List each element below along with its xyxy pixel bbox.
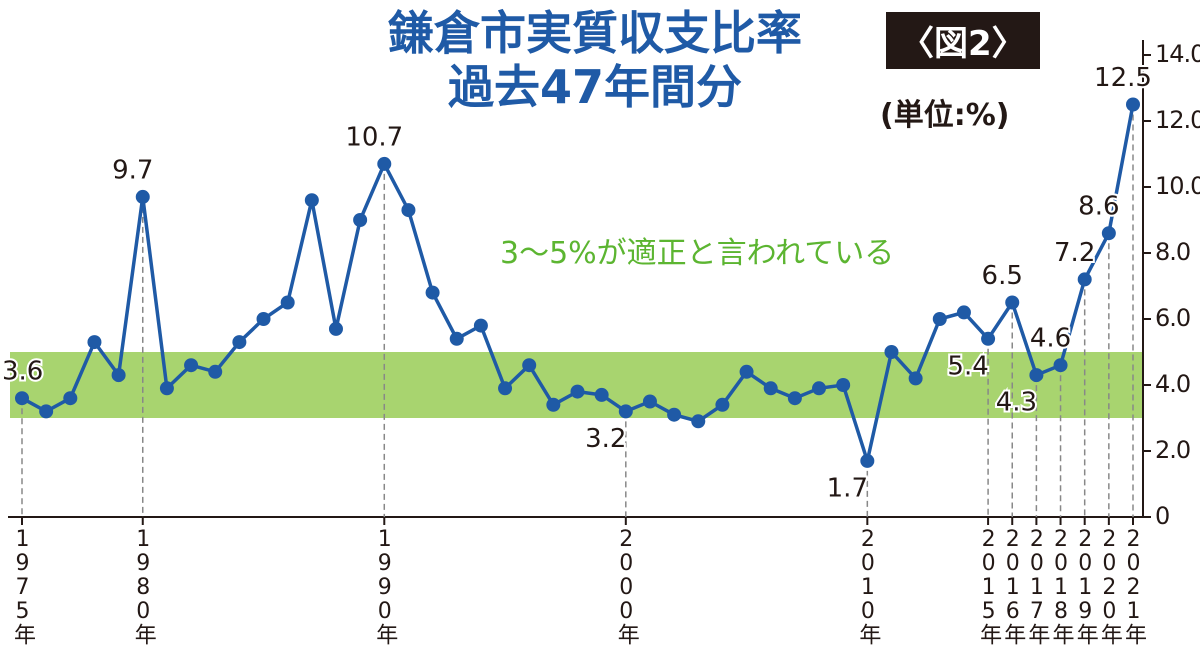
- y-tick-label: 4.0: [1155, 370, 1190, 398]
- data-point: [642, 394, 657, 409]
- data-point: [618, 404, 633, 419]
- data-label: 5.4: [947, 351, 988, 381]
- data-point: [87, 335, 102, 350]
- data-point: [15, 391, 29, 406]
- data-point: [691, 414, 706, 429]
- data-point: [884, 345, 899, 359]
- data-label: 10.7: [345, 122, 403, 152]
- data-label: 6.5: [982, 261, 1023, 291]
- data-point: [1029, 368, 1044, 383]
- data-label: 3.6: [2, 357, 43, 387]
- title: 鎌倉市実質収支比率: [388, 6, 802, 60]
- x-tick-label: 2016年: [1000, 527, 1026, 644]
- data-point: [111, 368, 126, 383]
- x-tick-label: 2019年: [1072, 527, 1098, 644]
- data-point: [159, 381, 174, 396]
- figure-badge: 〈図2〉: [886, 12, 1040, 69]
- x-tick-label: 2017年: [1024, 527, 1050, 644]
- data-point: [787, 391, 802, 406]
- x-tick-label: 2015年: [976, 527, 1002, 644]
- x-tick-label: 1980年: [130, 527, 156, 644]
- data-point: [981, 331, 996, 346]
- data-point: [522, 358, 537, 373]
- data-point: [546, 397, 561, 412]
- y-tick-label: 2.0: [1155, 436, 1190, 464]
- data-point: [256, 312, 271, 326]
- y-tick-label: 14.0: [1155, 40, 1200, 68]
- x-tick-label: 2000年: [613, 527, 639, 644]
- data-point: [860, 453, 875, 468]
- data-point: [280, 295, 295, 310]
- data-point: [836, 378, 851, 392]
- data-point: [63, 391, 78, 406]
- data-point: [1077, 272, 1092, 287]
- data-label: 4.6: [1030, 324, 1071, 354]
- data-point: [184, 358, 199, 373]
- x-tick-label: 2020年: [1096, 527, 1122, 644]
- data-point: [425, 285, 440, 300]
- annotation: 3〜5%が適正と言われている: [500, 236, 895, 271]
- data-point: [473, 318, 488, 333]
- data-point: [956, 305, 971, 320]
- data-point: [135, 189, 150, 204]
- data-point: [932, 312, 947, 326]
- data-point: [39, 404, 54, 419]
- data-point: [763, 381, 778, 396]
- data-point: [498, 381, 513, 396]
- data-point: [304, 193, 319, 208]
- data-point: [232, 335, 247, 350]
- data-point: [449, 331, 464, 346]
- x-tick-label: 2021年: [1121, 527, 1146, 644]
- unit-label: (単位:%): [880, 98, 1010, 133]
- data-point: [1101, 226, 1116, 241]
- x-tick-label: 1975年: [10, 527, 35, 644]
- data-point: [715, 397, 730, 412]
- data-point: [594, 387, 609, 402]
- data-point: [570, 384, 585, 399]
- y-tick-label: 6.0: [1155, 304, 1190, 332]
- data-point: [667, 407, 682, 422]
- data-label: 8.6: [1078, 192, 1119, 222]
- data-label: 7.2: [1054, 238, 1095, 268]
- data-label: 9.7: [112, 155, 153, 185]
- data-point: [353, 213, 368, 227]
- y-tick-label: 10.0: [1155, 172, 1200, 200]
- data-point: [1053, 358, 1068, 373]
- data-point: [908, 371, 923, 386]
- data-point: [401, 203, 416, 218]
- y-tick-label: 12.0: [1155, 106, 1200, 134]
- x-tick-label: 2010年: [855, 527, 881, 644]
- data-label: 3.2: [585, 424, 626, 454]
- x-tick-label: 2018年: [1048, 527, 1074, 644]
- x-tick-label: 1990年: [372, 527, 398, 644]
- data-point: [812, 381, 827, 396]
- data-point: [328, 321, 343, 336]
- data-point: [739, 364, 754, 379]
- data-point: [1126, 97, 1140, 112]
- data-label: 1.7: [827, 473, 868, 503]
- subtitle: 過去47年間分: [447, 60, 742, 114]
- data-point: [208, 364, 223, 379]
- data-point: [1005, 295, 1020, 310]
- y-tick-label: 0: [1155, 502, 1169, 530]
- data-point: [377, 156, 392, 171]
- data-label: 12.5: [1094, 63, 1152, 93]
- data-label: 4.3: [996, 388, 1037, 418]
- y-tick-label: 8.0: [1155, 238, 1190, 266]
